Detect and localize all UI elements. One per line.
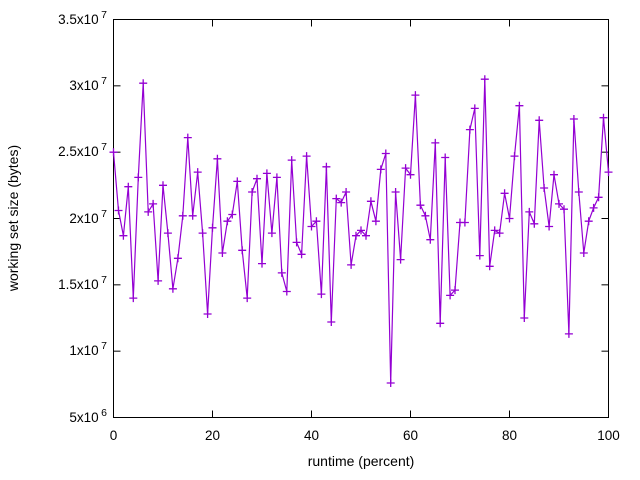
y-tick-label: 3.5x10 7: [0, 8, 107, 30]
x-tick-label: 20: [204, 428, 221, 443]
y-tick-exponent: 7: [101, 8, 107, 21]
y-tick-label: 1x10 7: [0, 340, 107, 361]
y-tick-mantissa: 1.5x10: [58, 276, 99, 292]
y-tick-exponent: 7: [101, 207, 107, 220]
x-tick-label: 100: [597, 428, 620, 443]
y-tick-exponent: 6: [101, 406, 107, 419]
x-tick-label: 80: [501, 428, 518, 443]
x-axis-ticks: [113, 19, 609, 418]
y-tick-label: 5x10 6: [0, 406, 107, 428]
x-tick-label: 60: [402, 428, 419, 443]
y-tick-mantissa: 3x10: [69, 77, 99, 93]
y-tick-label: 2.5x10 7: [0, 141, 107, 162]
x-tick-label: 0: [109, 428, 118, 443]
y-tick-label: 2x10 7: [0, 207, 107, 229]
y-tick-mantissa: 5x10: [69, 409, 99, 425]
y-tick-mantissa: 2.5x10: [58, 144, 99, 160]
y-tick-exponent: 7: [101, 74, 107, 87]
x-axis-title: runtime (percent): [307, 453, 415, 469]
y-tick-exponent: 7: [101, 141, 107, 154]
y-tick-mantissa: 2x10: [69, 210, 99, 226]
y-tick-exponent: 7: [101, 340, 107, 353]
y-tick-mantissa: 1x10: [69, 343, 99, 359]
y-tick-mantissa: 3.5x10: [58, 11, 99, 27]
y-tick-label: 3x10 7: [0, 74, 107, 96]
x-tick-label: 40: [303, 428, 320, 443]
y-tick-exponent: 7: [101, 273, 107, 286]
data-point-markers: [109, 75, 613, 387]
y-tick-label: 1.5x10 7: [0, 273, 107, 295]
